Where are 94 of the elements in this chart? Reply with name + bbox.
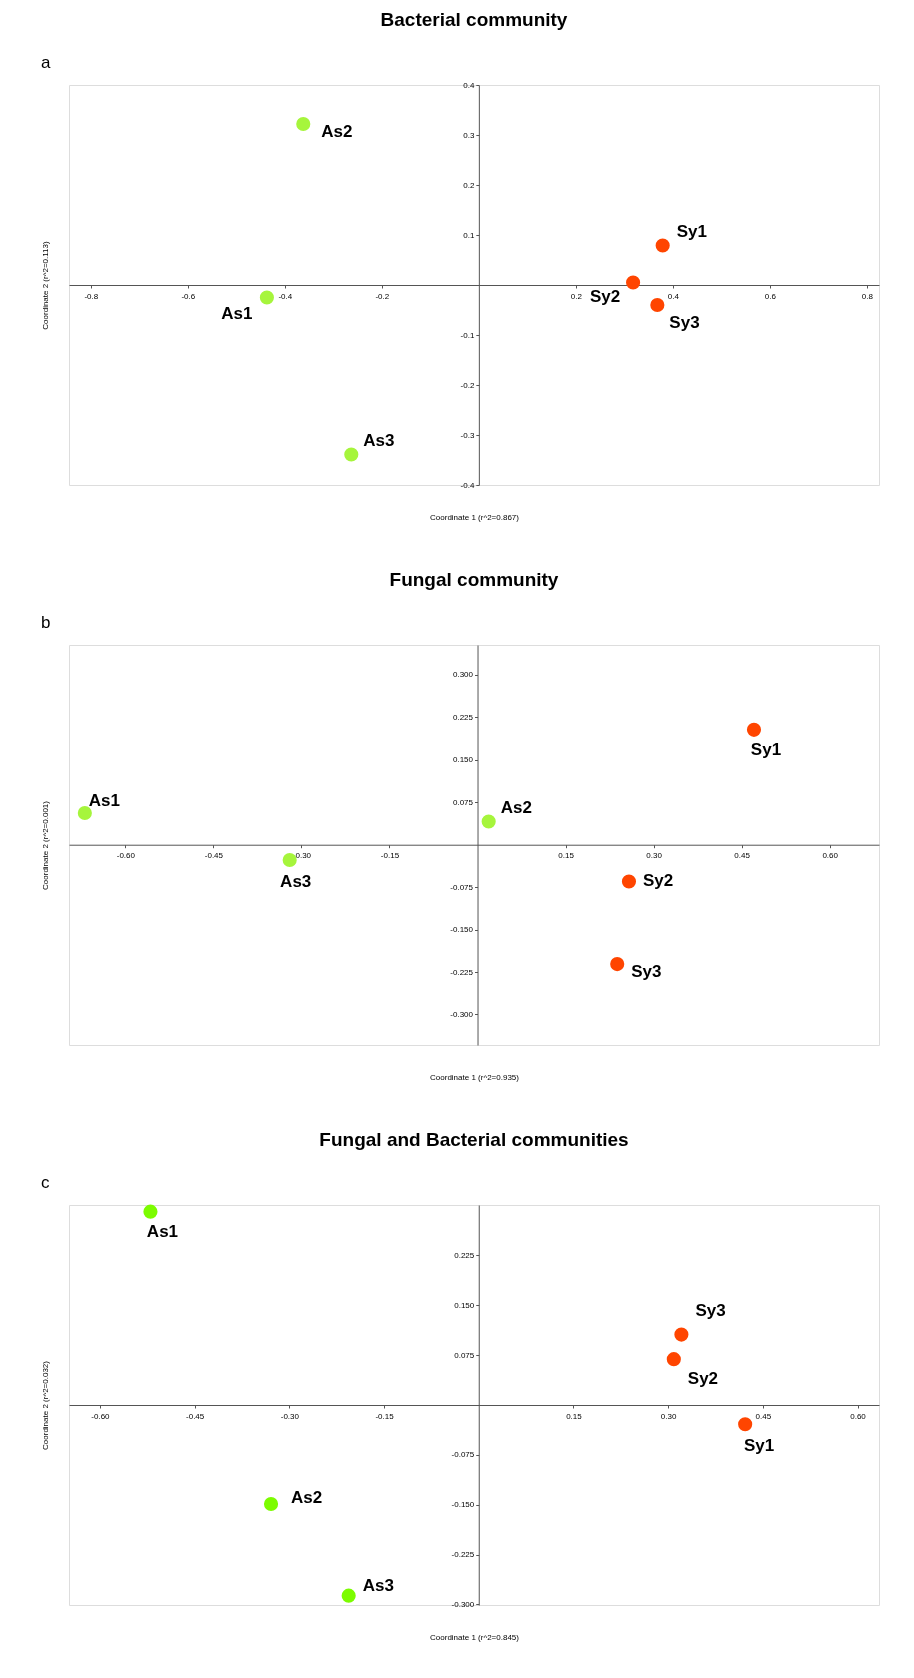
- x-tick-label: 0.15: [566, 1411, 583, 1421]
- point: [650, 297, 665, 313]
- x-tick-label: 0.4: [667, 291, 680, 301]
- y-axis-title: Coordinate 2 (r^2=0.032): [40, 1360, 50, 1450]
- point: [655, 238, 670, 253]
- text: b: [41, 613, 51, 632]
- y-tick-label: -0.225: [451, 1550, 475, 1559]
- annotation: Sy2: [589, 286, 621, 306]
- y-tick-label: 0.075: [454, 1350, 475, 1360]
- y-tick-label: -0.1: [460, 330, 475, 340]
- chart-title: Fungal and Bacterial communities: [319, 1129, 629, 1150]
- point: [666, 1352, 681, 1367]
- x-tick-label: -0.4: [278, 291, 293, 301]
- y-tick-label: -0.225: [450, 967, 474, 977]
- x-tick-label: 0.45: [755, 1411, 772, 1421]
- annotation: As1: [221, 303, 253, 323]
- x-tick-label: 0.60: [850, 1411, 867, 1421]
- annotation: Sy1: [750, 739, 782, 759]
- point: [282, 852, 297, 868]
- x-tick-label: -0.60: [116, 851, 136, 861]
- annotation: Sy1: [744, 1436, 775, 1456]
- y-axis-title: Coordinate 2 (r^2=0.001): [40, 800, 50, 890]
- y-tick-label: 0.4: [463, 80, 475, 90]
- x-tick-label: 0.45: [734, 851, 751, 861]
- annotation: Sy1: [676, 221, 707, 241]
- annotation: Sy3: [669, 313, 700, 332]
- y-tick-label: -0.075: [450, 882, 474, 892]
- y-tick-label: -0.150: [450, 925, 474, 935]
- point: [77, 805, 92, 821]
- point: [481, 814, 496, 829]
- point: [621, 874, 637, 889]
- y-tick-label: -0.300: [451, 1599, 475, 1609]
- x-tick-label: 0.30: [660, 1411, 677, 1421]
- y-tick-label: -0.150: [451, 1500, 475, 1510]
- x-tick-label: -0.8: [84, 291, 99, 301]
- annotation: As1: [146, 1221, 179, 1241]
- x-tick-label: -0.15: [375, 1411, 395, 1421]
- y-tick-label: 0.225: [452, 712, 474, 722]
- annotation: Sy2: [642, 871, 674, 891]
- point: [143, 1204, 158, 1219]
- x-tick-label: -0.60: [91, 1411, 111, 1421]
- annotation: As3: [280, 871, 312, 891]
- text: c: [41, 1173, 50, 1192]
- x-tick-label: 0.15: [558, 851, 575, 861]
- y-tick-label: 0.2: [463, 180, 475, 190]
- point: [674, 1327, 689, 1342]
- x-tick-label: 0.6: [764, 291, 777, 301]
- annotation: As2: [321, 122, 353, 141]
- annotation: Sy3: [631, 962, 662, 982]
- x-tick-label: -0.45: [204, 851, 224, 861]
- annotation: As2: [500, 797, 532, 817]
- y-tick-label: 0.225: [454, 1251, 475, 1260]
- y-tick-label: -0.3: [460, 430, 475, 440]
- y-axis-title: Coordinate 2 (r^2=0.113): [40, 241, 50, 330]
- x-tick-label: -0.30: [280, 1411, 300, 1421]
- point: [344, 447, 359, 462]
- x-tick-label: 0.8: [861, 291, 874, 301]
- x-axis-title: Coordinate 1 (r^2=0.935): [430, 1072, 520, 1082]
- chart-title: Bacterial community: [380, 9, 568, 30]
- y-tick-label: -0.075: [451, 1450, 475, 1460]
- chart-title: Fungal community: [389, 569, 559, 590]
- point: [263, 1496, 279, 1512]
- x-tick-label: 0.2: [570, 291, 583, 301]
- x-tick-label: -0.6: [181, 291, 196, 301]
- point: [746, 722, 762, 737]
- point: [296, 116, 311, 132]
- annotation: As2: [291, 1488, 323, 1507]
- annotation: As3: [363, 430, 395, 450]
- annotation: As1: [88, 791, 121, 811]
- y-tick-label: 0.1: [463, 230, 475, 240]
- x-tick-label: -0.15: [380, 851, 400, 861]
- y-tick-label: -0.300: [450, 1009, 474, 1019]
- x-axis-title: Coordinate 1 (r^2=0.867): [430, 512, 520, 522]
- y-tick-label: 0.075: [452, 797, 474, 807]
- point: [610, 957, 625, 972]
- annotation: As3: [362, 1575, 394, 1595]
- annotation: Sy3: [695, 1300, 726, 1320]
- y-tick-label: -0.2: [460, 380, 475, 390]
- point: [626, 275, 641, 290]
- x-tick-label: -0.2: [375, 291, 390, 301]
- point: [738, 1417, 753, 1432]
- y-tick-label: 0.300: [452, 670, 474, 680]
- text: a: [41, 53, 51, 72]
- point: [259, 290, 274, 305]
- x-tick-label: -0.45: [186, 1411, 205, 1421]
- y-tick-label: 0.150: [452, 755, 474, 765]
- x-axis-title: Coordinate 1 (r^2=0.845): [430, 1632, 520, 1642]
- y-tick-label: -0.4: [460, 480, 475, 490]
- y-tick-label: 0.3: [463, 130, 475, 140]
- annotation: Sy2: [687, 1369, 719, 1389]
- y-tick-label: 0.150: [454, 1300, 475, 1310]
- x-tick-label: 0.30: [646, 851, 663, 861]
- point: [341, 1588, 356, 1603]
- x-tick-label: 0.60: [822, 851, 839, 861]
